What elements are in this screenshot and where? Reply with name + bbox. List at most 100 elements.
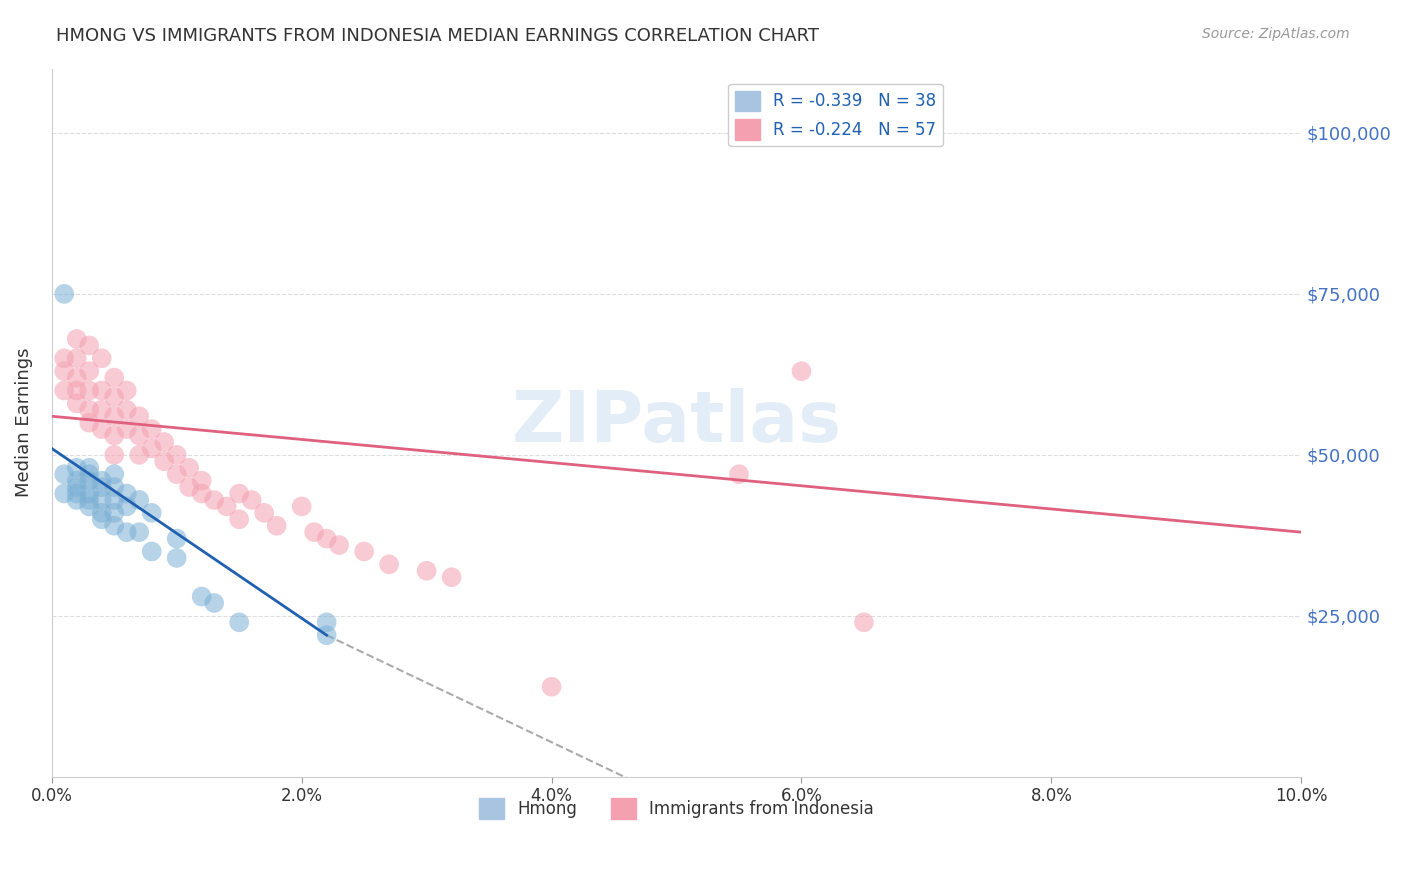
Point bbox=[315, 615, 337, 630]
Legend: Hmong, Immigrants from Indonesia: Hmong, Immigrants from Indonesia bbox=[472, 791, 880, 825]
Point bbox=[228, 486, 250, 500]
Point bbox=[166, 448, 188, 462]
Point bbox=[852, 615, 875, 630]
Point bbox=[141, 506, 163, 520]
Point bbox=[66, 370, 89, 384]
Point bbox=[228, 512, 250, 526]
Point bbox=[77, 384, 100, 398]
Point bbox=[77, 416, 100, 430]
Text: HMONG VS IMMIGRANTS FROM INDONESIA MEDIAN EARNINGS CORRELATION CHART: HMONG VS IMMIGRANTS FROM INDONESIA MEDIA… bbox=[56, 27, 820, 45]
Point bbox=[202, 493, 225, 508]
Point bbox=[153, 454, 176, 468]
Point bbox=[540, 680, 562, 694]
Point bbox=[90, 402, 112, 417]
Point bbox=[202, 596, 225, 610]
Point bbox=[53, 364, 76, 378]
Point bbox=[353, 544, 375, 558]
Point bbox=[53, 351, 76, 366]
Point bbox=[166, 532, 188, 546]
Y-axis label: Median Earnings: Median Earnings bbox=[15, 348, 32, 498]
Point bbox=[440, 570, 463, 584]
Point bbox=[77, 467, 100, 482]
Point bbox=[166, 467, 188, 482]
Point bbox=[103, 518, 125, 533]
Point bbox=[53, 384, 76, 398]
Point bbox=[90, 384, 112, 398]
Point bbox=[378, 558, 401, 572]
Point bbox=[179, 480, 201, 494]
Point bbox=[103, 428, 125, 442]
Point bbox=[66, 480, 89, 494]
Point bbox=[90, 512, 112, 526]
Point bbox=[66, 351, 89, 366]
Point bbox=[90, 474, 112, 488]
Point bbox=[728, 467, 751, 482]
Point bbox=[253, 506, 276, 520]
Point bbox=[90, 351, 112, 366]
Point bbox=[66, 493, 89, 508]
Point bbox=[115, 422, 138, 436]
Point bbox=[128, 525, 150, 540]
Point bbox=[53, 467, 76, 482]
Point bbox=[77, 402, 100, 417]
Point bbox=[240, 493, 263, 508]
Point bbox=[77, 460, 100, 475]
Point bbox=[315, 628, 337, 642]
Point bbox=[115, 525, 138, 540]
Point bbox=[190, 486, 212, 500]
Point bbox=[77, 486, 100, 500]
Point bbox=[266, 518, 288, 533]
Point bbox=[90, 480, 112, 494]
Point bbox=[790, 364, 813, 378]
Point bbox=[228, 615, 250, 630]
Point bbox=[53, 286, 76, 301]
Point bbox=[103, 480, 125, 494]
Point bbox=[141, 422, 163, 436]
Point bbox=[302, 525, 325, 540]
Point bbox=[128, 448, 150, 462]
Point bbox=[166, 550, 188, 565]
Point bbox=[190, 474, 212, 488]
Point bbox=[53, 486, 76, 500]
Point bbox=[103, 409, 125, 424]
Text: ZIPatlas: ZIPatlas bbox=[512, 388, 842, 458]
Point bbox=[103, 390, 125, 404]
Point bbox=[66, 332, 89, 346]
Point bbox=[66, 396, 89, 410]
Point bbox=[128, 428, 150, 442]
Point bbox=[141, 442, 163, 456]
Point bbox=[66, 384, 89, 398]
Point bbox=[215, 500, 238, 514]
Point bbox=[179, 460, 201, 475]
Point bbox=[291, 500, 314, 514]
Point bbox=[115, 486, 138, 500]
Point bbox=[115, 402, 138, 417]
Point bbox=[90, 493, 112, 508]
Point bbox=[103, 493, 125, 508]
Point bbox=[77, 500, 100, 514]
Point bbox=[103, 448, 125, 462]
Point bbox=[190, 590, 212, 604]
Point bbox=[77, 474, 100, 488]
Point bbox=[115, 384, 138, 398]
Point bbox=[103, 467, 125, 482]
Point bbox=[128, 493, 150, 508]
Point bbox=[77, 338, 100, 352]
Point bbox=[103, 506, 125, 520]
Point bbox=[66, 460, 89, 475]
Point bbox=[315, 532, 337, 546]
Text: Source: ZipAtlas.com: Source: ZipAtlas.com bbox=[1202, 27, 1350, 41]
Point bbox=[77, 364, 100, 378]
Point bbox=[90, 506, 112, 520]
Point bbox=[103, 370, 125, 384]
Point bbox=[328, 538, 350, 552]
Point bbox=[128, 409, 150, 424]
Point bbox=[415, 564, 437, 578]
Point bbox=[141, 544, 163, 558]
Point bbox=[66, 486, 89, 500]
Point bbox=[115, 500, 138, 514]
Point bbox=[153, 435, 176, 450]
Point bbox=[77, 493, 100, 508]
Point bbox=[66, 474, 89, 488]
Point bbox=[90, 422, 112, 436]
